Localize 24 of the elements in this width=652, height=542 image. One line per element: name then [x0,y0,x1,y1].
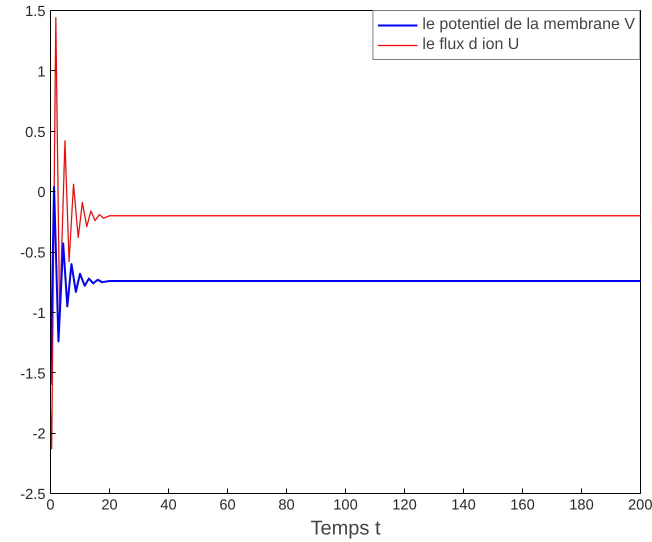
line-series [50,17,640,450]
legend-label: le flux d ion U [422,36,520,54]
y-tick-label: 0 [37,185,46,202]
x-tick-label: 60 [219,498,236,514]
y-tick-label: -1.5 [20,366,46,382]
line-series [50,186,640,386]
x-tick-label: 40 [160,498,177,514]
x-tick-label: 100 [333,498,358,514]
x-tick-label: 180 [569,498,594,514]
y-tick-label: -0.5 [20,246,46,262]
y-tick-label: 0.5 [25,124,46,141]
x-tick-label: 160 [510,498,535,514]
y-tick-label: -2.5 [20,487,46,503]
x-axis-title: Temps t [310,518,381,540]
y-tick-label: -1 [32,306,46,322]
y-tick-label: 1.5 [25,4,46,20]
legend-label: le potentiel de la membrane V [422,16,635,34]
x-tick-label: 200 [628,498,652,514]
x-tick-label: 20 [101,498,118,514]
x-tick-label: 120 [392,498,417,514]
y-tick-label: -2 [32,426,46,443]
x-tick-label: 140 [451,498,476,514]
y-tick-label: 1 [37,64,46,80]
x-tick-label: 80 [278,498,295,514]
